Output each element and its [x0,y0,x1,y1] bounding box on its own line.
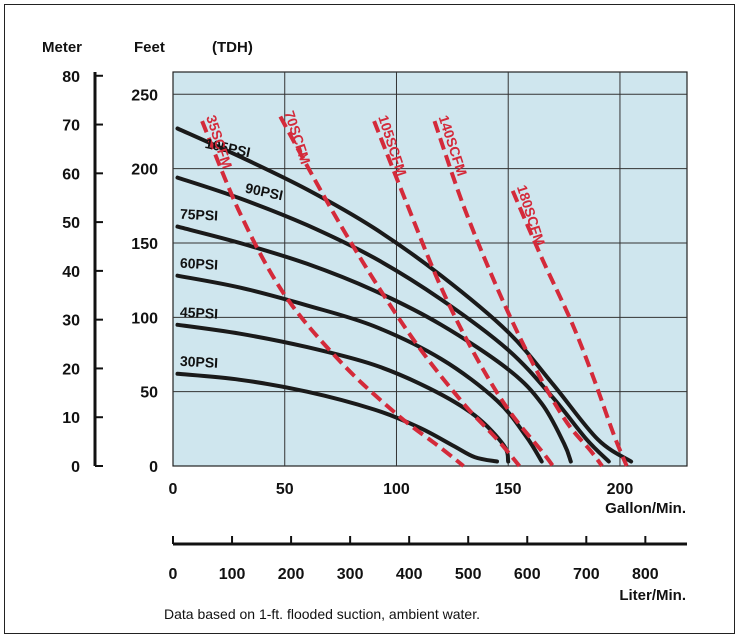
meter-tick-label: 30 [62,313,80,330]
psi-curve-45psi [175,322,511,464]
meter-tick-label: 20 [62,361,80,378]
scfm-curve-35scfm [200,120,465,468]
psi-curve-90psi [175,175,611,464]
feet-axis-title: Feet [134,39,165,56]
psi-label: 75PSI [180,206,219,224]
curves [175,115,634,468]
scfm-curve-180scfm [510,190,629,467]
liter-tick-label: 0 [169,566,178,583]
liter-tick-label: 100 [219,566,246,583]
meter-tick-label: 0 [71,459,80,476]
meter-tick-label: 50 [62,215,80,232]
feet-tick-label: 150 [131,236,158,253]
meter-tick-label: 40 [62,264,80,281]
psi-label: 45PSI [180,304,219,322]
feet-tick-label: 50 [140,385,158,402]
footnote: Data based on 1-ft. flooded suction, amb… [164,606,480,622]
scfm-curve-70scfm [278,115,521,468]
gallon-tick-label: 100 [383,481,410,498]
psi-label: 90PSI [244,180,285,204]
liter-tick-label: 200 [278,566,305,583]
meter-tick-label: 70 [62,118,80,135]
liter-tick-label: 500 [455,566,482,583]
gallon-axis-title: Gallon/Min. [605,500,686,517]
gallon-tick-label: 150 [495,481,522,498]
psi-curve-30psi [175,371,499,464]
gallon-axis-ticks: 0 50 100 150 200 [169,481,634,498]
meter-tick-label: 60 [62,166,80,183]
gallon-tick-label: 200 [607,481,634,498]
meter-axis-ticks: 0 10 20 30 40 50 60 70 80 [62,69,103,476]
chart-frame [4,4,735,634]
psi-label: 60PSI [180,255,219,273]
feet-axis-ticks: 0 50 100 150 200 250 [131,87,158,476]
feet-tick-label: 200 [131,162,158,179]
meter-axis-title: Meter [42,39,82,56]
liter-tick-label: 800 [632,566,659,583]
liter-axis-ticks: 0 100 200 300 400 500 600 700 800 [169,536,659,583]
gallon-tick-label: 50 [276,481,294,498]
scfm-curve-140scfm [432,120,604,468]
liter-tick-label: 700 [573,566,600,583]
liter-tick-label: 600 [514,566,541,583]
tdh-axis-title: (TDH) [212,39,253,56]
meter-tick-label: 10 [62,410,80,427]
liter-tick-label: 300 [337,566,364,583]
feet-tick-label: 100 [131,310,158,327]
psi-label: 30PSI [180,353,219,371]
gallon-tick-label: 0 [169,481,178,498]
feet-tick-label: 0 [149,459,158,476]
meter-tick-label: 80 [62,69,80,86]
scfm-curve-105scfm [372,120,555,468]
psi-curve-105psi [175,126,634,464]
liter-tick-label: 400 [396,566,423,583]
liter-axis-title: Liter/Min. [619,587,686,604]
feet-tick-label: 250 [131,87,158,104]
